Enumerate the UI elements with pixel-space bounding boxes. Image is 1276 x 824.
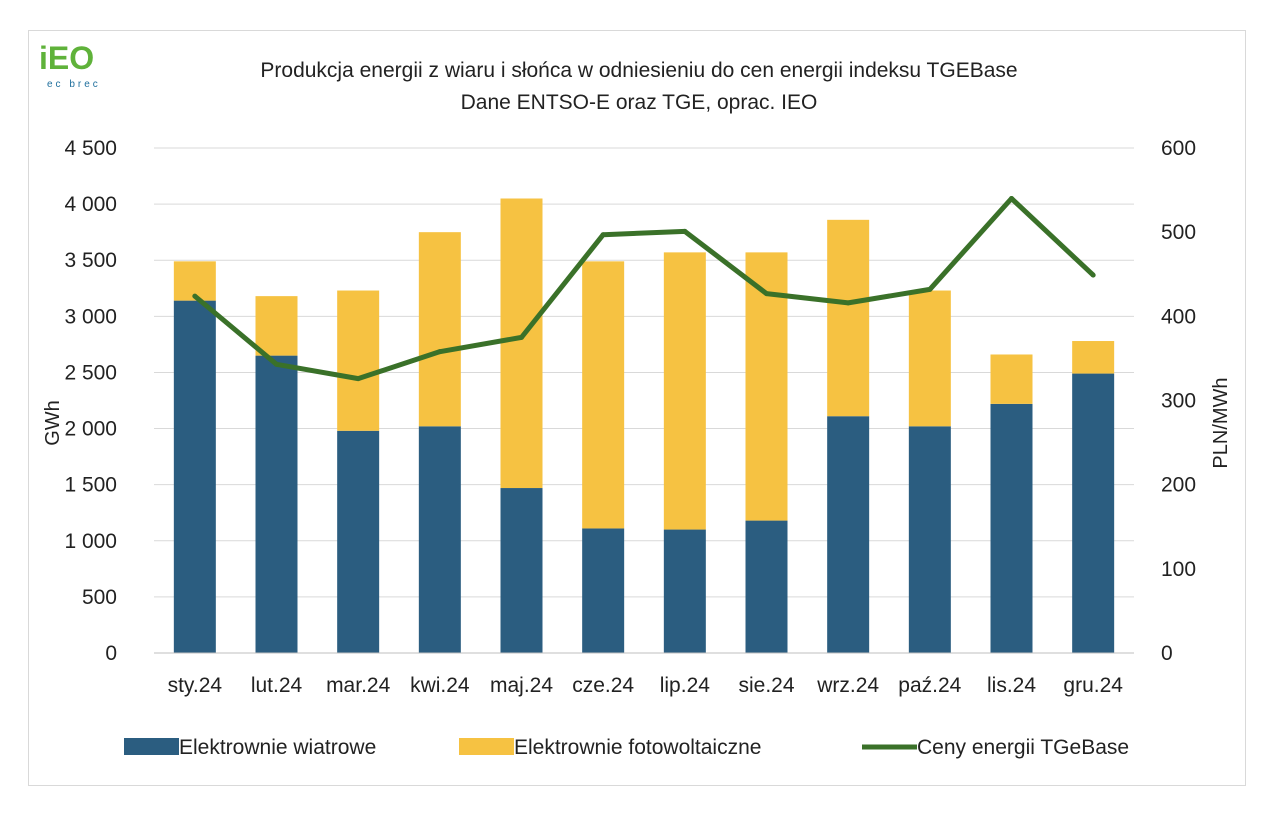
legend-swatch-solar [459, 738, 514, 755]
x-tick-label: paź.24 [898, 674, 961, 697]
price-line [192, 196, 1096, 382]
x-axis-ticks: sty.24 lut.24 mar.24 kwi.24 maj.24 cze.24 lip.… [154, 652, 1134, 697]
legend-label-solar: Elektrownie fotowoltaiczne [514, 736, 761, 759]
bar-solar [663, 252, 706, 530]
bar-solar [582, 261, 625, 529]
x-tick-label: cze.24 [572, 674, 634, 697]
y2-tick-label: 400 [1161, 305, 1196, 328]
bar-wind [990, 403, 1033, 653]
bar-wind [337, 430, 380, 653]
bar-wind [663, 529, 706, 653]
y2-tick-label: 600 [1161, 137, 1196, 160]
bar-wind [500, 488, 543, 653]
y2-axis-label: PLN/MWh [1210, 377, 1232, 468]
chart-subtitle: Dane ENTSO-E oraz TGE, oprac. IEO [461, 91, 818, 114]
y2-tick-label: 300 [1161, 390, 1196, 413]
bar-wind [173, 300, 216, 653]
chart-frame: iEO ec brec Produkcja energii z wiaru i … [28, 30, 1246, 786]
y-tick-label: 1 000 [64, 530, 117, 553]
y-tick-label: 3 000 [64, 305, 117, 328]
ieo-logo: iEO ec brec [39, 40, 101, 90]
logo-text: iEO [39, 40, 94, 76]
logo-subtext: ec brec [47, 79, 101, 90]
price-point [192, 293, 198, 299]
bar-solar [500, 198, 543, 489]
price-point [1090, 272, 1096, 278]
x-tick-label: lip.24 [660, 674, 711, 697]
y2-tick-label: 200 [1161, 474, 1196, 497]
y2-tick-label: 100 [1161, 558, 1196, 581]
bar-solar [827, 219, 870, 417]
x-tick-label: sie.24 [738, 674, 794, 697]
y-tick-label: 0 [105, 642, 117, 665]
y-tick-label: 1 500 [64, 474, 117, 497]
bar-wind [1072, 373, 1115, 653]
price-point [764, 291, 769, 297]
bars [173, 198, 1115, 653]
bar-solar [418, 232, 461, 427]
y-tick-label: 4 000 [64, 193, 117, 216]
y-axis-label: GWh [42, 400, 64, 446]
price-point [1009, 196, 1014, 201]
price-point [682, 228, 688, 234]
y-tick-label: 4 500 [64, 137, 117, 160]
price-point [519, 334, 524, 340]
legend-label-price: Ceny energii TGeBase [917, 736, 1129, 759]
bar-solar [990, 354, 1033, 404]
bar-wind [745, 520, 788, 653]
price-point [927, 286, 933, 292]
legend: Elektrownie wiatrowe Elektrownie fotowol… [124, 736, 1129, 759]
chart: iEO ec brec Produkcja energii z wiaru i … [39, 40, 1232, 759]
y2-tick-label: 500 [1161, 221, 1196, 244]
y-tick-label: 2 000 [64, 418, 117, 441]
bar-solar [255, 296, 298, 356]
x-tick-label: lut.24 [251, 674, 303, 697]
bar-wind [582, 528, 625, 653]
x-tick-label: mar.24 [326, 674, 391, 697]
y-tick-label: 500 [82, 586, 117, 609]
x-tick-label: sty.24 [168, 674, 223, 697]
y-tick-label: 3 500 [64, 249, 117, 272]
price-point [600, 232, 606, 238]
y-tick-label: 2 500 [64, 361, 117, 384]
price-point [845, 300, 851, 306]
x-tick-label: maj.24 [490, 674, 553, 697]
bar-wind [418, 426, 461, 653]
legend-swatch-wind [124, 738, 179, 755]
price-point [274, 361, 279, 367]
price-line-path [193, 196, 1095, 382]
y2-axis-ticks: 0 100 200 300 400 500 600 [1161, 137, 1196, 665]
x-tick-label: lis.24 [987, 674, 1036, 697]
bar-wind [827, 416, 870, 653]
x-tick-label: wrz.24 [816, 674, 879, 697]
bar-wind [255, 355, 298, 653]
price-point [437, 349, 443, 355]
x-tick-label: kwi.24 [410, 674, 470, 697]
legend-label-wind: Elektrownie wiatrowe [179, 736, 376, 759]
y2-tick-label: 0 [1161, 642, 1173, 665]
bar-wind [908, 426, 951, 653]
x-tick-label: gru.24 [1063, 674, 1123, 697]
bar-solar [1072, 341, 1115, 374]
chart-title: Produkcja energii z wiaru i słońca w odn… [260, 59, 1017, 82]
price-point [355, 376, 361, 382]
y-axis-ticks: 0 500 1 000 1 500 2 000 2 500 3 000 3 500 4 000 4… [64, 137, 117, 665]
bar-solar [337, 290, 380, 431]
bar-solar [908, 290, 951, 427]
